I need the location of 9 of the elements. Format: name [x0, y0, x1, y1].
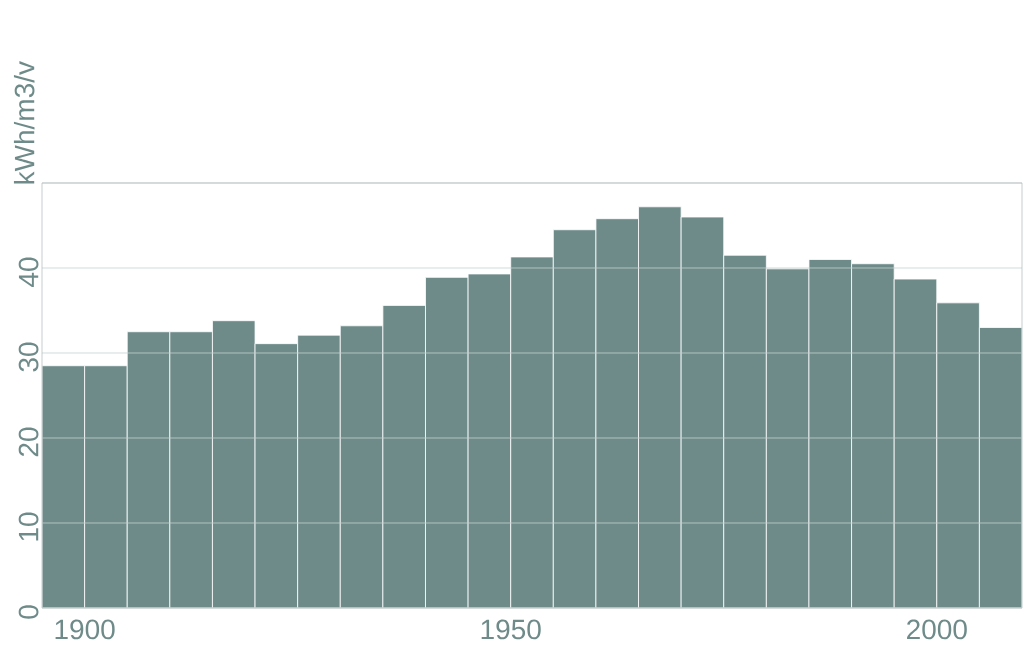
- y-tick-label: 0: [18, 605, 39, 619]
- y-tick-label: 20: [18, 427, 39, 457]
- y-tick-label: 40: [18, 257, 39, 287]
- y-tick-label: 10: [18, 512, 39, 541]
- y-axis-title: kWh/m3/v: [13, 61, 35, 184]
- x-tick-label: 1900: [55, 619, 115, 640]
- x-tick-label: 2000: [907, 619, 967, 640]
- x-tick-label: 1950: [481, 619, 541, 640]
- y-tick-label: 30: [18, 342, 39, 372]
